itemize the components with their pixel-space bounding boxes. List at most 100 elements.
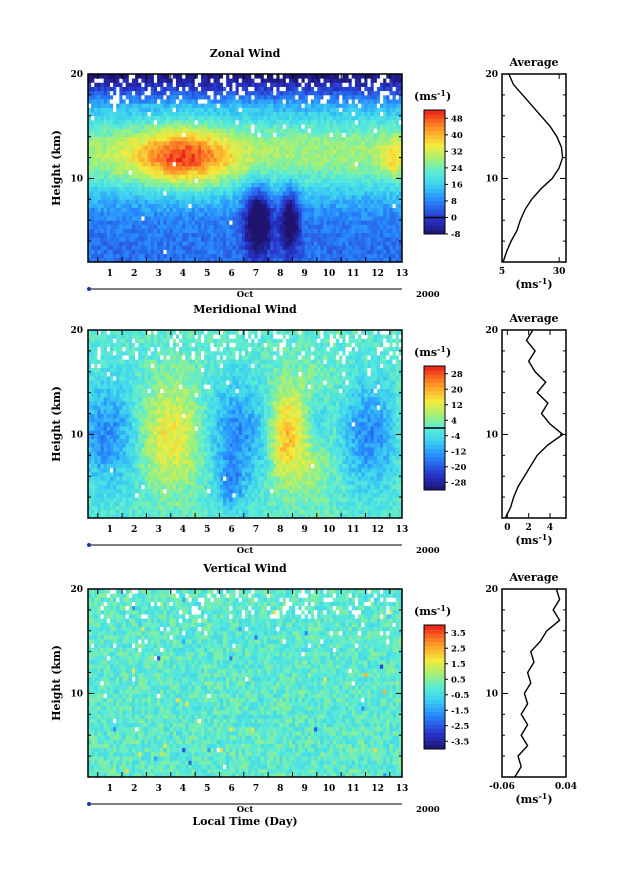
heatmap-cell: [348, 207, 353, 213]
heatmap-cell: [241, 220, 246, 225]
heatmap-cell: [336, 207, 340, 213]
heatmap-cell: [188, 245, 193, 250]
heatmap-cell: [398, 107, 403, 112]
heatmap-cell: [288, 145, 293, 150]
heatmap-cell: [279, 253, 284, 259]
heatmap-cell: [367, 170, 371, 175]
heatmap-cell: [97, 363, 101, 368]
heatmap-cell: [197, 99, 202, 104]
heatmap-cell: [116, 253, 120, 259]
heatmap-cell: [235, 182, 240, 188]
heatmap-cell: [361, 203, 365, 209]
heatmap-cell: [298, 82, 302, 87]
heatmap-cell: [103, 363, 108, 368]
heatmap-cell: [141, 103, 145, 108]
heatmap-cell: [91, 371, 95, 377]
heatmap-cell: [116, 241, 120, 246]
heatmap-cell: [254, 199, 258, 204]
heatmap-cell: [144, 99, 149, 104]
heatmap-cell: [398, 253, 403, 259]
heatmap-cell: [367, 165, 371, 171]
heatmap-cell: [94, 455, 98, 460]
heatmap-cell: [232, 136, 236, 142]
heatmap-cell: [125, 124, 130, 129]
heatmap-cell: [248, 241, 252, 246]
heatmap-cell: [310, 174, 315, 179]
heatmap-cell: [219, 128, 224, 133]
heatmap-cell: [138, 107, 142, 112]
heatmap-cell: [166, 249, 171, 255]
heatmap-cell: [380, 257, 384, 263]
heatmap-cell: [223, 111, 227, 117]
heatmap-cell: [113, 253, 117, 259]
heatmap-cell: [273, 124, 277, 129]
heatmap-cell: [232, 249, 236, 255]
heatmap-cell: [354, 224, 359, 229]
heatmap-cell: [257, 128, 262, 133]
heatmap-cell: [270, 94, 274, 100]
heatmap-cell: [229, 119, 233, 125]
heatmap-cell: [317, 153, 321, 158]
heatmap-cell: [122, 232, 127, 238]
heatmap-cell: [188, 128, 193, 133]
heatmap-cell: [172, 86, 177, 92]
heatmap-cell: [241, 207, 246, 213]
heatmap-cell: [329, 145, 334, 150]
heatmap-cell: [285, 119, 290, 125]
heatmap-cell: [207, 111, 211, 117]
heatmap-cell: [235, 228, 240, 234]
heatmap-cell: [97, 417, 101, 423]
heatmap-cell: [94, 442, 98, 448]
heatmap-cell: [141, 149, 145, 154]
heatmap-cell: [169, 224, 174, 229]
heatmap-cell: [314, 178, 318, 184]
heatmap-cell: [100, 426, 105, 431]
heatmap-cell: [103, 505, 108, 511]
heatmap-cell: [386, 153, 390, 158]
heatmap-cell: [113, 111, 117, 117]
heatmap-cell: [138, 136, 142, 142]
heatmap-cell: [191, 249, 196, 255]
heatmap-cell: [94, 401, 98, 406]
heatmap-cell: [147, 115, 152, 121]
heatmap-cell: [273, 207, 277, 213]
heatmap-cell: [354, 241, 359, 246]
heatmap-cell: [317, 74, 321, 79]
heatmap-cell: [351, 111, 356, 117]
heatmap-cell: [88, 174, 92, 179]
heatmap-cell: [307, 136, 312, 142]
heatmap-cell: [131, 136, 136, 142]
heatmap-cell: [301, 203, 306, 209]
heatmap-cell: [260, 224, 265, 229]
heatmap-cell: [103, 430, 108, 435]
heatmap-cell: [157, 220, 161, 225]
heatmap-cell: [179, 174, 183, 179]
heatmap-cell: [182, 228, 186, 234]
heatmap-cell: [276, 224, 280, 229]
heatmap-cell: [150, 140, 155, 146]
heatmap-cell: [310, 199, 315, 204]
heatmap-cell: [276, 145, 280, 150]
heatmap-cell: [141, 74, 145, 79]
heatmap-cell: [251, 128, 255, 133]
heatmap-cell: [94, 355, 98, 360]
heatmap-cell: [157, 157, 161, 163]
heatmap-cell: [354, 86, 359, 92]
heatmap-cell: [103, 107, 108, 112]
heatmap-cell: [97, 228, 101, 234]
heatmap-cell: [254, 153, 258, 158]
heatmap-cell: [295, 78, 299, 83]
heatmap-cell: [376, 224, 381, 229]
heatmap-cell: [241, 228, 246, 234]
heatmap-cell: [279, 140, 284, 146]
heatmap-cell: [348, 220, 353, 225]
heatmap-cell: [100, 355, 105, 360]
heatmap-cell: [310, 236, 315, 242]
heatmap-cell: [91, 472, 95, 477]
heatmap-cell: [94, 446, 98, 452]
heatmap-cell: [254, 232, 258, 238]
heatmap-cell: [257, 111, 262, 117]
heatmap-cell: [88, 78, 92, 83]
heatmap-cell: [263, 99, 268, 104]
heatmap-cell: [116, 186, 120, 192]
